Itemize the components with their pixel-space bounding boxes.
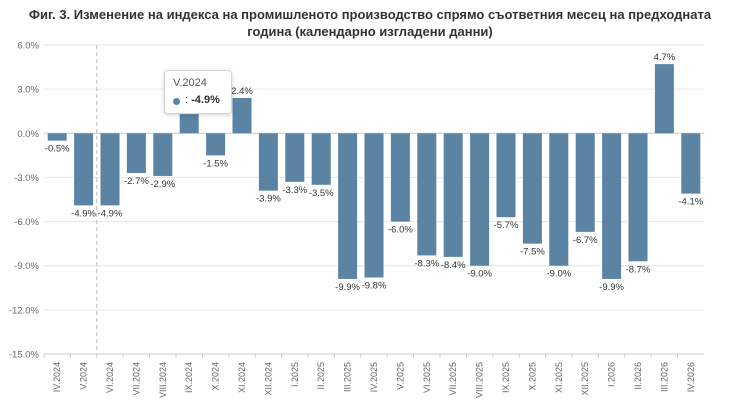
x-tick-label: X.2024 [211, 362, 221, 391]
x-tick-label: IX.2025 [501, 362, 511, 393]
x-tick-label: VI.2024 [105, 362, 115, 393]
x-tick-label: VII.2024 [131, 362, 141, 396]
data-label: -0.5% [45, 144, 70, 155]
y-tick-label: -15.0% [9, 350, 40, 361]
bar-III.2025 [338, 133, 358, 279]
bar-X.2025 [522, 133, 542, 244]
x-tick-label: XII.2024 [263, 362, 273, 396]
data-label: -2.7% [124, 176, 149, 187]
bars-layer [47, 64, 701, 279]
x-tick-label: IV.2025 [369, 362, 379, 392]
bar-I.2025 [285, 133, 305, 182]
tooltip-row: : -4.9% [185, 94, 220, 106]
data-label: -5.7% [494, 220, 519, 231]
data-label: -4.1% [678, 197, 703, 208]
tooltip-series-dot [173, 98, 180, 105]
data-label: -3.9% [256, 194, 281, 205]
y-tick-label: -3.0% [14, 173, 39, 184]
data-label: -6.7% [573, 235, 598, 246]
x-tick-label: XI.2025 [554, 362, 564, 393]
bar-VIII.2024 [153, 133, 173, 176]
x-tick-label: II.2025 [316, 362, 326, 390]
x-tick-label: I.2025 [290, 362, 300, 387]
bar-IV.2025 [364, 133, 384, 278]
y-tick-label: 3.0% [17, 85, 39, 96]
tooltip-title: V.2024 [173, 77, 207, 89]
tooltip-separator: : [185, 94, 192, 106]
bar-IX.2024 [179, 114, 199, 134]
x-tick-label: XI.2024 [237, 362, 247, 393]
data-label: -7.5% [520, 247, 545, 258]
data-label: -6.0% [388, 225, 413, 236]
x-tick-label: V.2025 [395, 362, 405, 390]
chart-title-line1: Фиг. 3. Изменение на индекса на промишле… [28, 7, 712, 22]
data-label: -9.0% [546, 269, 571, 280]
x-tick-label: IV.2026 [686, 362, 696, 392]
data-label: -9.8% [362, 280, 387, 291]
bar-VI.2025 [417, 133, 437, 256]
data-label: -9.9% [335, 282, 360, 293]
bar-I.2026 [602, 133, 622, 279]
tooltip: V.2024 : -4.9% [164, 70, 232, 114]
bar-II.2026 [628, 133, 648, 262]
bar-XII.2025 [575, 133, 595, 232]
bar-II.2025 [311, 133, 331, 185]
bar-IV.2026 [681, 133, 701, 194]
bar-IX.2025 [496, 133, 516, 218]
y-tick-label: -9.0% [14, 261, 39, 272]
x-tick-label: V.2024 [79, 362, 89, 390]
data-label: -8.3% [414, 258, 439, 269]
x-tick-label: I.2026 [607, 362, 617, 387]
x-axis-layer: IV.2024 V.2024 VI.2024 VII.2024 VIII.2024 IX.… [43, 353, 704, 398]
chart-title: Фиг. 3. Изменение на индекса на промишле… [20, 6, 720, 40]
x-tick-label: VII.2025 [448, 362, 458, 396]
y-tick-label: -12.0% [9, 305, 40, 316]
y-tick-label: -6.0% [14, 217, 39, 228]
data-label: -9.9% [599, 282, 624, 293]
x-tick-label: II.2026 [633, 362, 643, 390]
bar-VI.2024 [100, 133, 120, 206]
bar-XII.2024 [258, 133, 278, 191]
data-label: -9.0% [467, 269, 492, 280]
x-tick-label: IV.2024 [52, 362, 62, 392]
data-labels-layer: -0.5%-4.9% -4.9%-2.7% -2.9%-1.5%2.4%-3.9%-… [45, 52, 704, 293]
data-label: -3.3% [282, 185, 307, 196]
bar-III.2026 [654, 64, 674, 134]
x-tick-label: III.2025 [343, 362, 353, 392]
data-label: 4.7% [654, 52, 676, 63]
bar-V.2025 [390, 133, 410, 222]
data-label: -1.5% [203, 158, 228, 169]
tooltip-value: -4.9% [191, 94, 220, 106]
y-tick-label: 6.0% [17, 41, 39, 52]
x-tick-label: X.2025 [527, 362, 537, 391]
data-label: -4.9% [71, 208, 96, 219]
y-axis-layer: 6.0% 3.0% 0.0% -3.0% -6.0% -9.0% -12.0% -15.0% [9, 41, 40, 361]
chart-title-line2: година (календарно изгладени данни) [247, 24, 493, 39]
x-tick-label: VIII.2025 [475, 362, 485, 398]
data-label: -8.7% [626, 264, 651, 275]
bar-V.2024 [74, 133, 94, 206]
x-tick-label: IX.2024 [184, 362, 194, 393]
data-label: -4.9% [98, 208, 123, 219]
y-tick-label: 0.0% [17, 129, 39, 140]
data-label: 2.4% [231, 86, 253, 97]
data-label: -2.9% [150, 179, 175, 190]
bar-XI.2025 [549, 133, 569, 266]
x-tick-label: XII.2025 [580, 362, 590, 396]
bar-X.2024 [206, 133, 226, 156]
bar-IV.2024 [47, 133, 67, 141]
data-label: -8.4% [441, 260, 466, 271]
x-tick-label: VIII.2024 [158, 362, 168, 398]
data-label: -3.5% [309, 188, 334, 199]
bar-VII.2024 [126, 133, 146, 174]
bar-VIII.2025 [470, 133, 490, 266]
x-tick-label: VI.2025 [422, 362, 432, 393]
x-tick-label: III.2026 [659, 362, 669, 392]
bar-VII.2025 [443, 133, 463, 257]
bar-XI.2024 [232, 97, 252, 134]
